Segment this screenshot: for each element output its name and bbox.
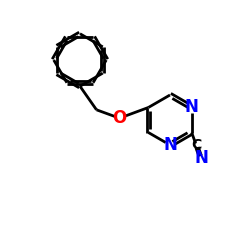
Text: O: O (112, 109, 126, 127)
Text: N: N (185, 98, 198, 116)
Text: N: N (163, 136, 177, 154)
Text: C: C (191, 138, 202, 152)
Text: N: N (194, 149, 208, 167)
